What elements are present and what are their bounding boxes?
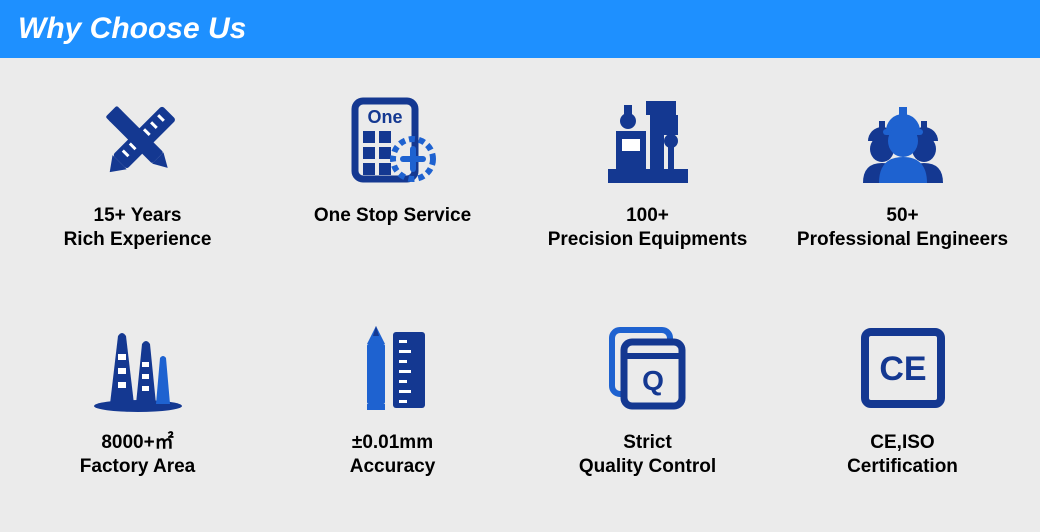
feature-cell: ±0.01mm Accuracy (265, 295, 520, 522)
feature-label: 50+ Professional Engineers (797, 204, 1008, 252)
feature-cell: 8000+㎡ Factory Area (10, 295, 265, 522)
feature-label: 100+ Precision Equipments (548, 204, 748, 252)
feature-label: 15+ Years Rich Experience (64, 204, 212, 252)
feature-cell: 50+ Professional Engineers (775, 68, 1030, 295)
header-title: Why Choose Us (18, 12, 246, 45)
section-header: Why Choose Us (0, 0, 1040, 58)
factory-icon (83, 313, 193, 423)
feature-label: CE,ISO Certification (847, 431, 958, 479)
one-stop-icon: One (338, 86, 448, 196)
feature-label: Strict Quality Control (579, 431, 716, 479)
feature-cell: CE CE,ISO Certification (775, 295, 1030, 522)
ruler-pencil-icon (83, 86, 193, 196)
svg-text:One: One (367, 107, 402, 127)
feature-cell: One One Stop Service (265, 68, 520, 295)
features-grid: 15+ Years Rich Experience One One Stop S… (0, 58, 1040, 532)
feature-label: 8000+㎡ Factory Area (80, 431, 195, 479)
svg-text:CE: CE (879, 350, 926, 388)
engineers-icon (848, 86, 958, 196)
svg-text:Q: Q (642, 365, 664, 396)
quality-icon: Q (593, 313, 703, 423)
accuracy-icon (338, 313, 448, 423)
feature-cell: 15+ Years Rich Experience (10, 68, 265, 295)
feature-cell: 100+ Precision Equipments (520, 68, 775, 295)
feature-cell: Q Strict Quality Control (520, 295, 775, 522)
feature-label: ±0.01mm Accuracy (350, 431, 436, 479)
machine-icon (593, 86, 703, 196)
feature-label: One Stop Service (314, 204, 471, 228)
certification-icon: CE (848, 313, 958, 423)
